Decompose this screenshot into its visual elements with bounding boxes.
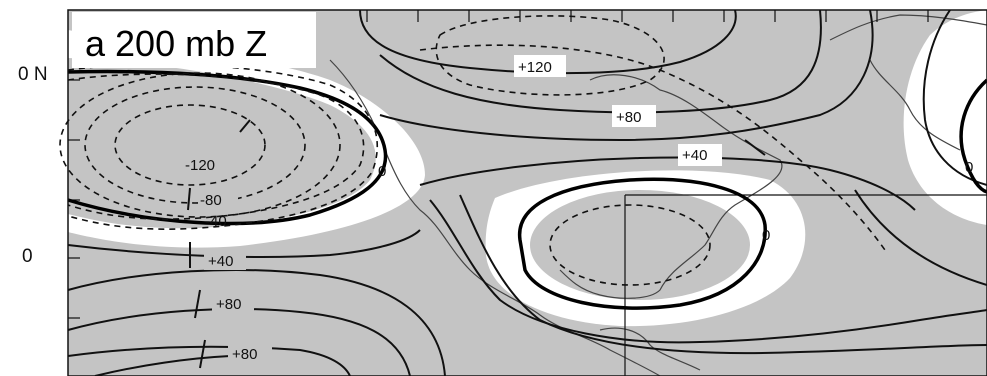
shade-gulf-core xyxy=(530,190,750,300)
label-minus80: -80 xyxy=(200,192,222,209)
white-region-atlantic xyxy=(903,10,987,225)
label-minus120: -120 xyxy=(185,157,215,174)
contour-labels: +120 +80 +40 0 0 0 -120 -80 -40 +40 +80 … xyxy=(182,55,973,363)
label-plus80-top: +80 xyxy=(616,109,641,126)
map-title: a 200 mb Z xyxy=(85,23,267,64)
contour-ticks xyxy=(187,119,766,369)
label-zero-pacific: 0 xyxy=(378,163,386,180)
map-border xyxy=(67,9,987,376)
label-plus80-west: +80 xyxy=(216,296,241,313)
label-minus40: -40 xyxy=(205,213,227,230)
label-zero-atlantic: 0 xyxy=(965,159,973,176)
lat-label-30n: 0 xyxy=(22,246,33,267)
label-zero-gulf: 0 xyxy=(762,227,770,244)
title-box xyxy=(72,12,316,68)
shade-pacific-core xyxy=(68,58,376,229)
negative-contours xyxy=(59,15,886,286)
label-plus80-bottom: +80 xyxy=(232,346,257,363)
label-plus120: +120 xyxy=(518,59,552,76)
label-plus40-top: +40 xyxy=(682,147,707,164)
positive-contours-west xyxy=(67,229,446,376)
lat-label-60n: 0 N xyxy=(18,64,48,85)
label-plus40-west: +40 xyxy=(208,253,233,270)
